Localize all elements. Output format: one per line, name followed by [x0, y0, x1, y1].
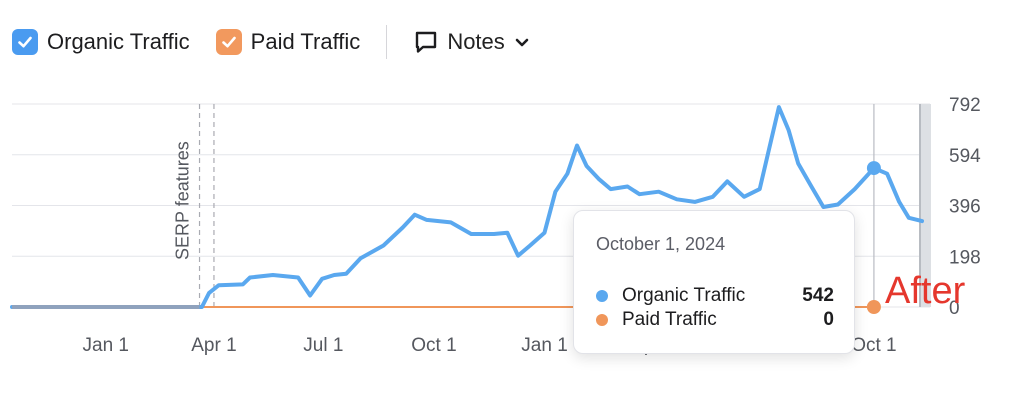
tooltip-row-organic: Organic Traffic 542 — [596, 284, 834, 308]
legend-item-paid[interactable]: Paid Traffic — [215, 29, 361, 55]
y-tick-label: 396 — [949, 197, 981, 218]
legend-item-organic[interactable]: Organic Traffic — [12, 29, 190, 55]
organic-checkbox[interactable] — [12, 29, 38, 55]
legend: Organic Traffic Paid Traffic Notes — [12, 22, 531, 62]
paid-checkbox[interactable] — [215, 29, 242, 55]
tooltip-organic-name: Organic Traffic — [622, 285, 746, 306]
notes-dropdown[interactable]: Notes — [413, 29, 530, 55]
marker-label: SERP features — [173, 141, 193, 260]
comment-icon — [416, 31, 437, 53]
check-icon — [18, 36, 32, 48]
paid-legend-label: Paid Traffic — [250, 29, 361, 54]
tooltip-organic-value: 542 — [802, 285, 834, 306]
chevron-down-icon — [515, 38, 529, 47]
tooltip-paid-name: Paid Traffic — [622, 309, 717, 330]
y-tick-label: 594 — [949, 146, 981, 167]
check-icon — [221, 36, 236, 48]
scroll-handle[interactable] — [919, 104, 931, 307]
x-tick-label: Jan 1 — [521, 335, 567, 356]
paid-hover-point — [866, 300, 881, 314]
paid-dot — [596, 314, 608, 326]
y-axis: 792 594 396 198 0 — [949, 95, 981, 319]
hover-points — [866, 161, 881, 314]
y-tick-label: 792 — [949, 95, 981, 116]
organic-hover-point — [866, 161, 881, 176]
x-tick-label: Apr 1 — [191, 335, 236, 356]
x-tick-label: Jan 1 — [83, 335, 129, 356]
y-tick-label: 198 — [949, 247, 981, 268]
x-tick-label: Jul 1 — [303, 335, 343, 356]
tooltip-date: October 1, 2024 — [596, 234, 726, 254]
y-tick-label: 0 — [949, 298, 960, 319]
notes-label: Notes — [447, 29, 505, 54]
legend-divider — [386, 25, 388, 59]
chart-tooltip: October 1, 2024 Organic Traffic 542 Paid… — [573, 210, 855, 354]
organic-traffic-line — [10, 105, 924, 309]
x-tick-label: Oct 1 — [851, 335, 896, 356]
tooltip-paid-value: 0 — [823, 309, 834, 330]
tooltip-row-paid: Paid Traffic 0 — [596, 308, 834, 332]
organic-legend-label: Organic Traffic — [47, 29, 190, 54]
after-annotation: After — [885, 270, 966, 312]
chart-markers: SERP features — [173, 104, 215, 307]
organic-dot — [596, 290, 608, 302]
x-tick-label: Oct 1 — [411, 335, 456, 356]
